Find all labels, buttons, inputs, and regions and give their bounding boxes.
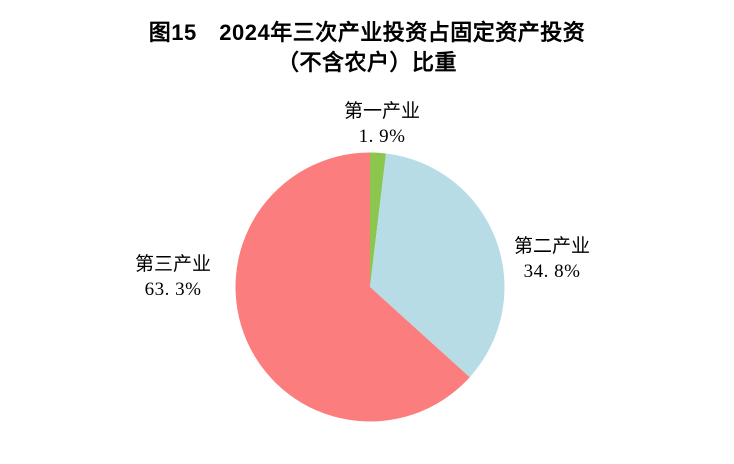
chart-title: 图15 2024年三次产业投资占固定资产投资 （不含农户）比重: [0, 18, 734, 78]
label-secondary-industry: 第二产业 34. 8%: [482, 234, 622, 284]
pie-slice-2: [235, 152, 470, 422]
label-secondary-industry-value: 34. 8%: [523, 261, 581, 282]
chart-title-line1: 图15 2024年三次产业投资占固定资产投资: [148, 20, 586, 45]
chart-title-line2: （不含农户）比重: [276, 50, 457, 75]
label-primary-industry: 第一产业 1. 9%: [312, 99, 452, 149]
label-tertiary-industry: 第三产业 63. 3%: [103, 252, 243, 302]
label-tertiary-industry-value: 63. 3%: [144, 279, 202, 300]
pie-slice-1: [370, 153, 505, 378]
label-primary-industry-value: 1. 9%: [358, 126, 406, 147]
pie-chart: [235, 152, 505, 422]
pie-chart-area: [235, 152, 505, 422]
label-primary-industry-name: 第一产业: [343, 101, 420, 122]
label-tertiary-industry-name: 第三产业: [134, 254, 211, 275]
pie-slice-0: [370, 152, 387, 287]
label-secondary-industry-name: 第二产业: [513, 236, 590, 257]
